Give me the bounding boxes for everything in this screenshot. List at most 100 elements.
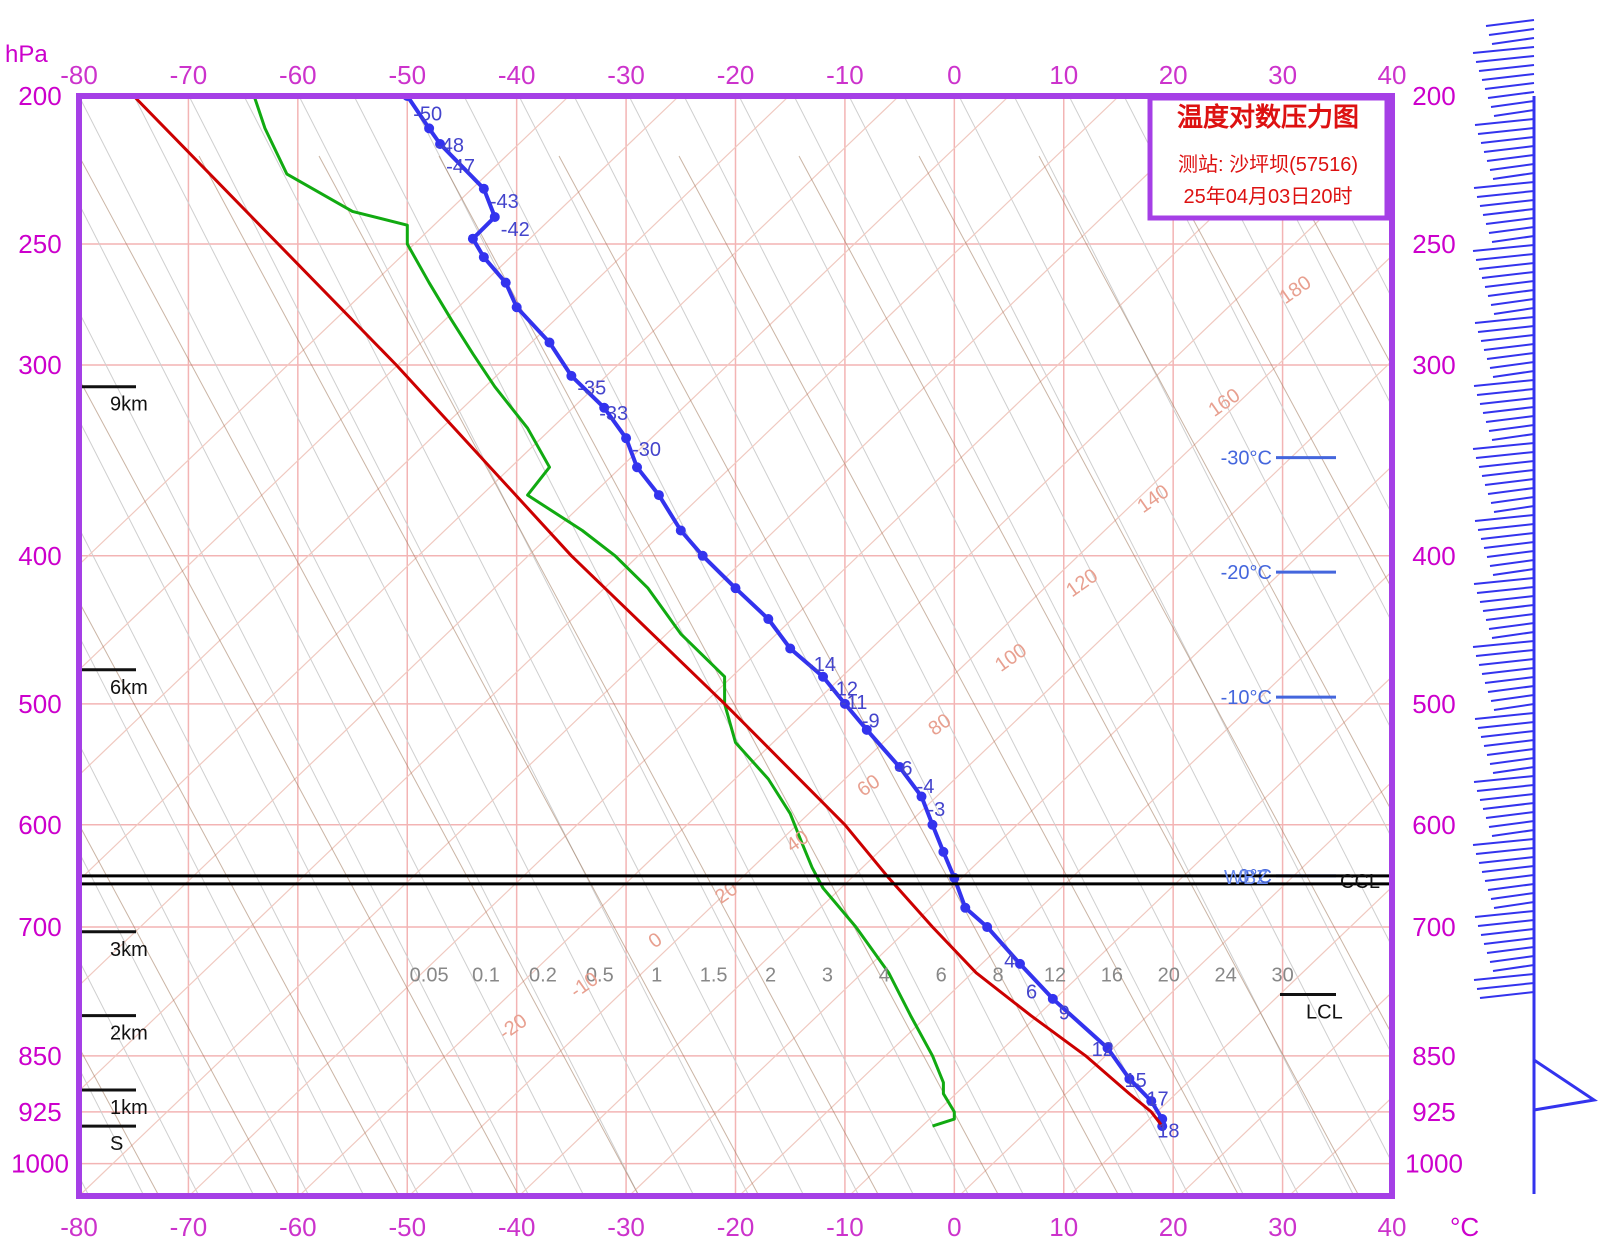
dry-adiabat-line — [79, 96, 680, 671]
bottom-temperature-tick-label: 10 — [1049, 1212, 1078, 1241]
wind-barb — [1481, 469, 1535, 477]
dry-adiabat-line — [738, 570, 1392, 1196]
temperature-point — [839, 698, 850, 709]
mixing-ratio-label: 1.5 — [700, 965, 728, 987]
wind-barb — [1479, 991, 1535, 999]
wind-barb — [1474, 316, 1535, 324]
temperature-point — [424, 123, 435, 134]
wind-barb — [1485, 415, 1535, 423]
wind-barb — [1488, 424, 1535, 432]
wind-barb — [1484, 676, 1535, 684]
wind-barb — [1478, 460, 1535, 468]
ccl-label: CCL — [1340, 871, 1380, 893]
right-pressure-tick-label: 700 — [1412, 912, 1455, 942]
wind-barb — [1473, 379, 1535, 387]
dry-adiabat-line — [79, 96, 1120, 1092]
temperature-point — [916, 791, 927, 802]
right-pressure-tick-label: 600 — [1412, 810, 1455, 840]
moist-adiabat-line — [918, 155, 1392, 1036]
temperature-annotation: -4 — [917, 776, 935, 798]
wind-barb — [1482, 802, 1535, 810]
temperature-point — [675, 525, 686, 536]
temperature-point — [1014, 958, 1025, 969]
wind-barb — [1493, 109, 1535, 117]
bottom-temperature-tick-label: 20 — [1159, 1212, 1188, 1241]
dry-adiabat-line — [79, 96, 570, 566]
temperature-point — [566, 370, 577, 381]
lcl-label: LCL — [1306, 1002, 1343, 1024]
wind-barb — [1487, 91, 1535, 99]
mixing-ratio-line — [958, 96, 1392, 948]
height-marker-label: 2km — [110, 1023, 148, 1045]
wind-barb — [1490, 694, 1535, 702]
bottom-temperature-tick-label: 40 — [1378, 1212, 1407, 1241]
temperature-point — [599, 402, 610, 413]
right-pressure-tick-label: 1000 — [1405, 1149, 1463, 1179]
temperature-point — [1124, 1073, 1135, 1084]
wind-barb — [1493, 307, 1535, 315]
temperature-annotation: 6 — [1026, 981, 1037, 1003]
bottom-temperature-tick-label: -40 — [498, 1212, 536, 1241]
mixing-ratio-label: 0.2 — [529, 965, 557, 987]
temperature-point — [1047, 993, 1058, 1004]
temperature-point — [478, 252, 489, 263]
wind-barb — [1477, 721, 1535, 729]
wind-barb — [1480, 334, 1535, 342]
moist-adiabat-line — [79, 155, 640, 1196]
bottom-temperature-tick-label: -50 — [388, 1212, 426, 1241]
wind-barb — [1490, 298, 1535, 306]
wind-barb — [1475, 649, 1535, 657]
wind-barb — [1487, 487, 1535, 495]
right-pressure-tick-label: 200 — [1412, 81, 1455, 111]
dewpoint-line — [252, 96, 956, 1128]
wind-barb — [1472, 442, 1535, 450]
wind-barb — [1492, 964, 1535, 972]
wind-barb — [1479, 397, 1535, 405]
bottom-temperature-tick-label: 30 — [1268, 1212, 1297, 1241]
wind-barb — [1491, 631, 1535, 639]
dry-adiabat-line — [848, 675, 1392, 1196]
wind-barb — [1479, 199, 1535, 207]
left-pressure-tick-label: 400 — [18, 541, 61, 571]
wind-barb — [1490, 100, 1535, 108]
wind-barb — [1484, 874, 1535, 882]
temperature-annotation: -48 — [435, 135, 464, 157]
right-pressure-tick-label: 250 — [1412, 229, 1455, 259]
right-pressure-tick-label: 925 — [1412, 1097, 1455, 1127]
wind-barb — [1478, 856, 1535, 864]
wind-barb — [1474, 118, 1535, 126]
wind-barb — [1482, 406, 1535, 414]
wind-barb — [1474, 514, 1535, 522]
wind-barb — [1474, 910, 1535, 918]
wind-barb — [1481, 271, 1535, 279]
left-pressure-tick-label: 200 — [18, 81, 61, 111]
wind-barb — [1489, 559, 1535, 567]
right-pressure-tick-label: 400 — [1412, 541, 1455, 571]
wind-barb — [1486, 550, 1535, 558]
wind-barb — [1485, 613, 1535, 621]
mixing-ratio-line — [188, 96, 750, 1196]
moist-adiabat-line — [1158, 155, 1392, 590]
mixing-ratio-line — [628, 96, 1190, 1196]
right-pressure-tick-label: 500 — [1412, 689, 1455, 719]
left-pressure-tick-label: 500 — [18, 689, 61, 719]
wind-barb — [1482, 208, 1535, 216]
wind-barb — [1486, 154, 1535, 162]
wind-barb — [1489, 361, 1535, 369]
top-temperature-tick-label: 40 — [1378, 60, 1407, 90]
top-temperature-tick-label: -20 — [717, 60, 755, 90]
wind-barb — [1491, 433, 1535, 441]
wind-barb — [1472, 46, 1535, 54]
wind-barb — [1477, 523, 1535, 531]
bottom-temperature-tick-label: -30 — [607, 1212, 645, 1241]
mixing-ratio-line — [298, 96, 860, 1196]
temperature-annotation: 4 — [1004, 950, 1015, 972]
plot-frame — [76, 93, 1395, 1199]
wind-barb — [1487, 883, 1535, 891]
surface-wind-barb — [1533, 1058, 1598, 1112]
dry-adiabat-line — [79, 96, 1010, 987]
temperature-annotation: -43 — [490, 191, 519, 213]
wind-barb — [1476, 190, 1535, 198]
bottom-temperature-tick-label: -70 — [170, 1212, 208, 1241]
